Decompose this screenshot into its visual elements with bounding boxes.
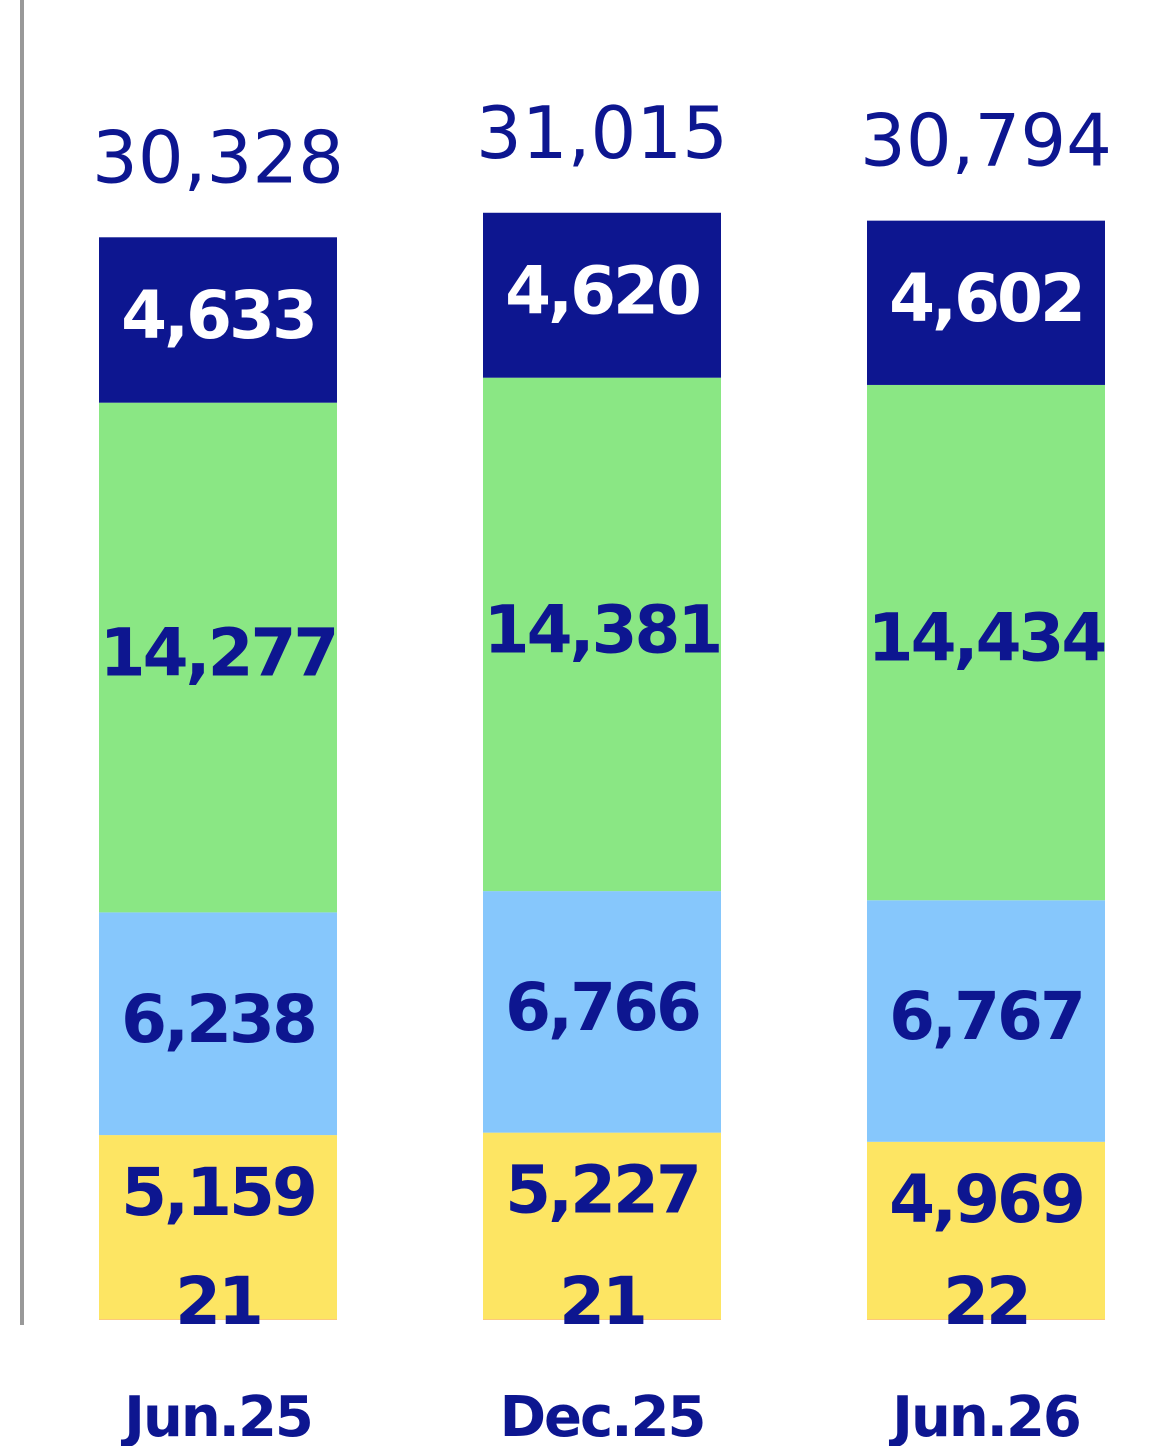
segment-value-label: 14,381 — [484, 591, 721, 668]
bar-segment — [99, 1135, 337, 1320]
bar-segment — [867, 220, 1105, 385]
bar-segment — [867, 1319, 1105, 1320]
segment-value-label: 4,969 — [889, 1161, 1083, 1238]
bar-segment — [483, 212, 721, 378]
total-label: 30,794 — [860, 99, 1112, 183]
segment-value-label: 21 — [175, 1263, 261, 1340]
bar-segment — [99, 1319, 337, 1320]
bar-segment — [483, 1319, 721, 1320]
bar-segment — [483, 891, 721, 1133]
bar-segment — [99, 402, 337, 913]
bars-group — [99, 212, 1105, 1320]
total-label: 31,015 — [476, 91, 728, 175]
segment-value-label: 5,227 — [505, 1152, 699, 1229]
bar-segment — [483, 1132, 721, 1320]
segment-value-label: 4,620 — [505, 252, 699, 329]
bar-segment — [867, 1141, 1105, 1320]
segment-value-label: 6,766 — [505, 969, 699, 1046]
segment-value-label: 4,602 — [889, 260, 1083, 337]
segment-value-label: 14,277 — [100, 615, 337, 692]
x-tick-label: Dec.25 — [500, 1385, 705, 1446]
bar-segment — [867, 384, 1105, 901]
segment-value-label: 6,238 — [121, 981, 315, 1058]
bar-segment — [483, 377, 721, 892]
bar-segment — [99, 912, 337, 1136]
segment-value-label: 22 — [943, 1263, 1029, 1340]
total-label: 30,328 — [92, 115, 344, 199]
segment-value-label: 5,159 — [121, 1154, 315, 1231]
labels-group: 21 5,159 6,238 14,277 4,633 30,328 Jun.25 21 5,2… — [92, 91, 1112, 1446]
bar-segment — [99, 237, 337, 403]
x-tick-label: Jun.26 — [888, 1385, 1080, 1446]
bar-segment — [867, 900, 1105, 1142]
segment-value-label: 14,434 — [868, 600, 1105, 677]
x-tick-label: Jun.25 — [120, 1385, 312, 1446]
segment-value-label: 6,767 — [889, 978, 1083, 1055]
segment-value-label: 4,633 — [121, 277, 315, 354]
segment-value-label: 21 — [559, 1263, 645, 1340]
